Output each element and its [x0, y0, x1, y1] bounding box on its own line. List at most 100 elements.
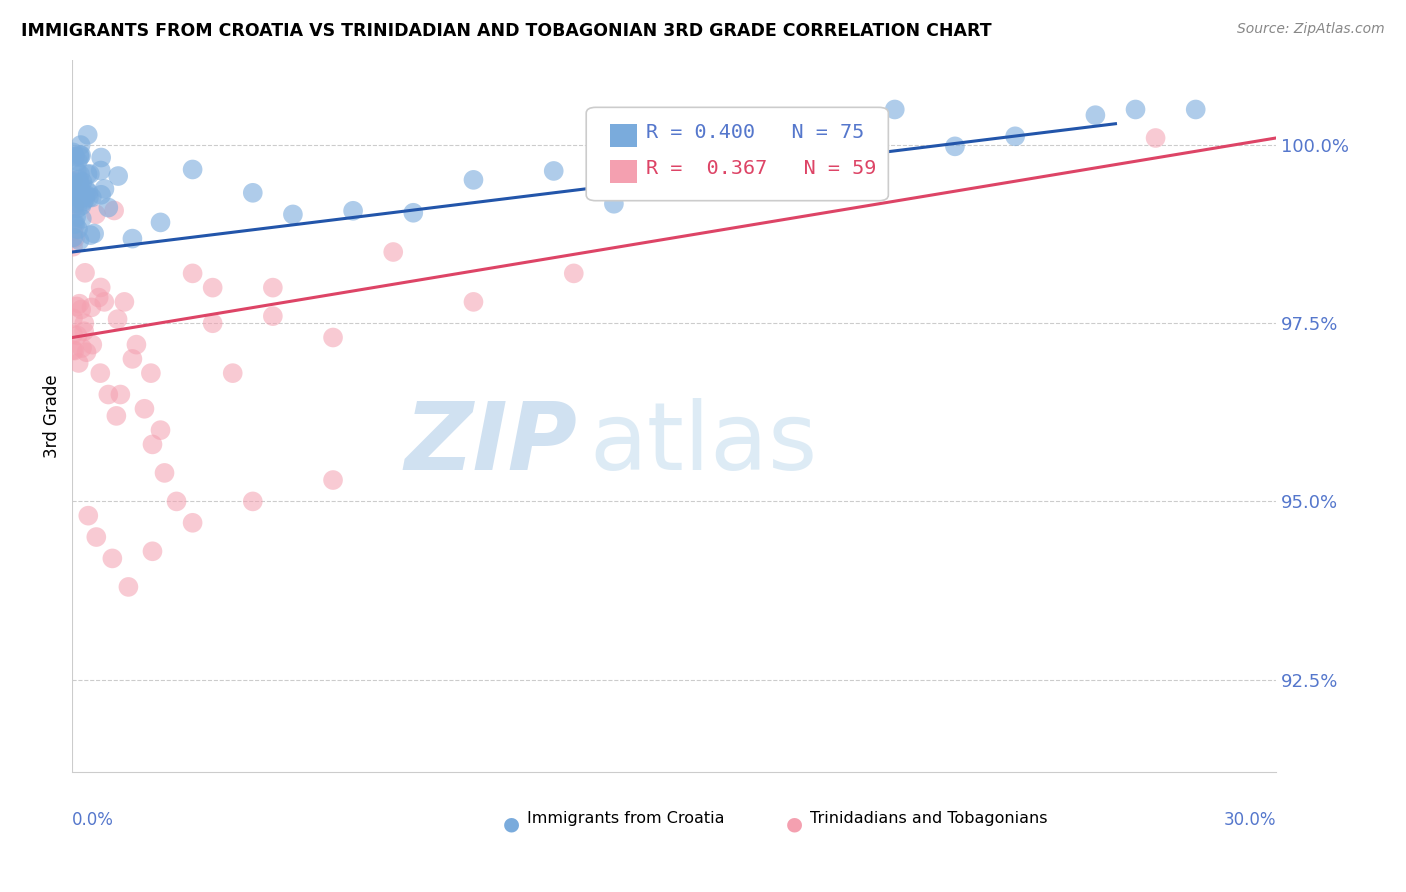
Point: [763, 118, 786, 132]
Bar: [610, 160, 637, 183]
Point: [70, 302, 93, 317]
Point: [121, 351, 143, 366]
Point: [77, 186, 100, 200]
Point: [75, 192, 97, 206]
Point: [65, 185, 87, 199]
Point: [90, 151, 112, 165]
Point: [121, 231, 143, 245]
Point: [262, 309, 284, 323]
Text: Trinidadians and Tobagonians: Trinidadians and Tobagonians: [810, 812, 1047, 826]
Point: [402, 206, 425, 220]
Point: [153, 466, 176, 480]
Point: [69, 179, 91, 194]
Point: [134, 401, 156, 416]
Point: [149, 423, 172, 437]
Point: [62, 240, 84, 254]
Point: [181, 162, 204, 177]
Point: [1125, 103, 1147, 117]
Text: R = 0.400   N = 75: R = 0.400 N = 75: [647, 123, 865, 143]
Point: [79, 167, 101, 181]
Point: [69, 168, 91, 182]
Point: [63, 231, 86, 245]
Point: [90, 280, 112, 294]
Point: [97, 387, 120, 401]
Point: [70, 148, 93, 162]
Point: [75, 187, 97, 202]
Point: [73, 324, 96, 338]
Point: [69, 138, 91, 153]
Point: [101, 551, 124, 566]
Point: [79, 228, 101, 243]
Point: [63, 217, 86, 231]
Point: [1184, 103, 1206, 117]
Point: [382, 245, 405, 260]
Point: [69, 234, 91, 248]
Point: [63, 343, 86, 358]
Point: [181, 266, 204, 280]
Point: [62, 174, 84, 188]
Point: [77, 508, 100, 523]
Point: [222, 366, 245, 380]
Text: ZIP: ZIP: [405, 399, 578, 491]
Point: [82, 337, 104, 351]
Point: [141, 437, 163, 451]
Point: [141, 544, 163, 558]
FancyBboxPatch shape: [586, 107, 889, 201]
Point: [69, 191, 91, 205]
Point: [63, 196, 86, 211]
Point: [943, 139, 966, 153]
Point: [62, 343, 84, 358]
Point: [62, 230, 84, 244]
Point: [73, 266, 96, 280]
Point: [1084, 108, 1107, 122]
Point: [242, 186, 264, 200]
Point: [67, 172, 90, 186]
Point: [166, 494, 188, 508]
Point: [80, 190, 103, 204]
Point: [117, 580, 139, 594]
Point: [65, 210, 87, 224]
Point: [93, 294, 115, 309]
Point: [77, 191, 100, 205]
Point: [66, 202, 89, 216]
Point: [89, 366, 111, 380]
Point: [69, 148, 91, 162]
Point: [66, 300, 89, 314]
Text: Source: ZipAtlas.com: Source: ZipAtlas.com: [1237, 22, 1385, 37]
Point: [703, 168, 725, 182]
Point: [543, 164, 565, 178]
Point: [67, 356, 90, 370]
Point: [242, 494, 264, 508]
Point: [62, 175, 84, 189]
Point: [322, 330, 344, 344]
Text: 0.0%: 0.0%: [72, 812, 114, 830]
Point: [322, 473, 344, 487]
Point: [281, 207, 304, 221]
Point: [73, 316, 96, 330]
Point: [110, 387, 132, 401]
Point: [70, 341, 93, 355]
Point: [1004, 129, 1026, 144]
Point: [883, 103, 905, 117]
Point: [66, 191, 89, 205]
Point: [70, 198, 93, 212]
Point: [84, 207, 107, 221]
Point: [76, 345, 98, 359]
Point: [103, 203, 125, 218]
Point: [62, 224, 84, 238]
Point: [63, 199, 86, 213]
Point: [66, 178, 89, 193]
Point: [125, 337, 148, 351]
Point: [76, 128, 98, 142]
Text: ●: ●: [786, 815, 803, 834]
Point: [70, 211, 93, 226]
Point: [90, 163, 112, 178]
Point: [69, 191, 91, 205]
Point: [62, 327, 84, 342]
Point: [67, 296, 90, 310]
Text: 30.0%: 30.0%: [1223, 812, 1277, 830]
Text: IMMIGRANTS FROM CROATIA VS TRINIDADIAN AND TOBAGONIAN 3RD GRADE CORRELATION CHAR: IMMIGRANTS FROM CROATIA VS TRINIDADIAN A…: [21, 22, 991, 40]
Point: [83, 227, 105, 241]
Point: [342, 203, 364, 218]
Point: [66, 222, 89, 236]
